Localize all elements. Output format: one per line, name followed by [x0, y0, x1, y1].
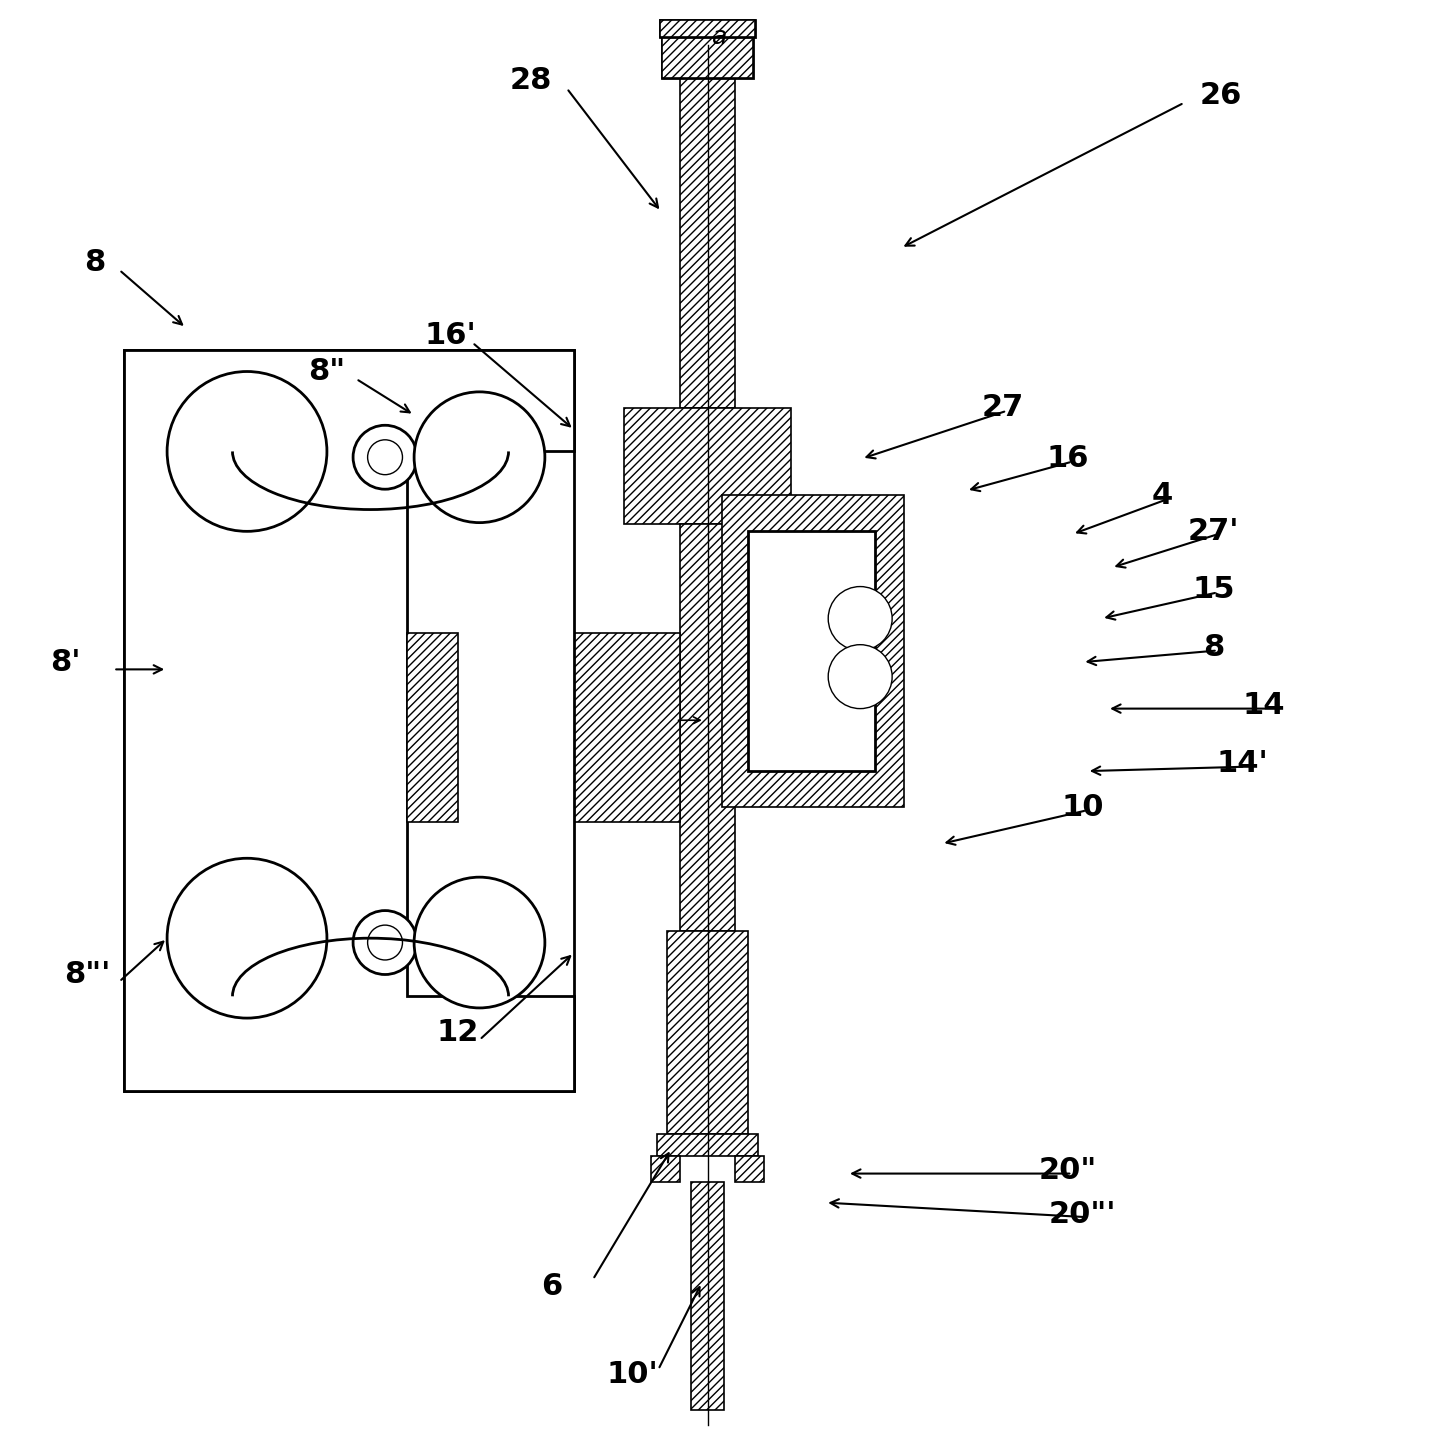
Text: 16: 16 [1046, 444, 1090, 473]
Bar [660, 20, 756, 38]
Circle shape [414, 877, 545, 1008]
Text: 15: 15 [1191, 575, 1235, 604]
Text: 28: 28 [509, 67, 552, 96]
Polygon shape [407, 633, 458, 822]
Text: 27: 27 [981, 393, 1024, 422]
Text: 8: 8 [1203, 633, 1223, 662]
Circle shape [368, 925, 402, 960]
Polygon shape [680, 524, 735, 931]
Circle shape [414, 391, 545, 522]
Circle shape [167, 371, 327, 531]
Text: a: a [712, 25, 726, 49]
Polygon shape [625, 407, 790, 524]
Text: 8: 8 [84, 247, 105, 276]
Text: 4: 4 [1152, 480, 1173, 509]
Text: 14: 14 [1242, 691, 1286, 720]
Text: 10': 10' [606, 1359, 658, 1388]
Text: 8": 8" [308, 356, 346, 386]
Text: 20": 20" [1039, 1157, 1097, 1186]
Polygon shape [657, 1135, 758, 1157]
Text: 10: 10 [1061, 793, 1104, 822]
Polygon shape [692, 1183, 724, 1410]
Text: 16': 16' [424, 320, 477, 349]
Text: 20"': 20"' [1049, 1200, 1116, 1229]
Polygon shape [667, 931, 748, 1135]
Polygon shape [661, 38, 753, 79]
Bar [661, 38, 753, 79]
Circle shape [828, 645, 892, 709]
Polygon shape [735, 1157, 764, 1183]
Polygon shape [651, 1157, 680, 1183]
Polygon shape [320, 633, 680, 822]
Polygon shape [660, 20, 756, 38]
Bar [124, 349, 574, 1091]
Bar [748, 531, 875, 771]
Text: 12: 12 [436, 1018, 479, 1048]
Polygon shape [680, 45, 735, 407]
Text: 6: 6 [542, 1273, 562, 1301]
Text: 8': 8' [51, 647, 80, 677]
Polygon shape [124, 349, 574, 1091]
Circle shape [353, 911, 417, 975]
Text: 14': 14' [1216, 749, 1268, 778]
Circle shape [368, 439, 402, 474]
Circle shape [167, 858, 327, 1018]
Circle shape [353, 425, 417, 489]
Text: 8"': 8"' [64, 960, 110, 989]
Polygon shape [722, 495, 904, 808]
Text: 27': 27' [1187, 517, 1239, 546]
Text: 26: 26 [1199, 81, 1242, 111]
Circle shape [828, 586, 892, 650]
